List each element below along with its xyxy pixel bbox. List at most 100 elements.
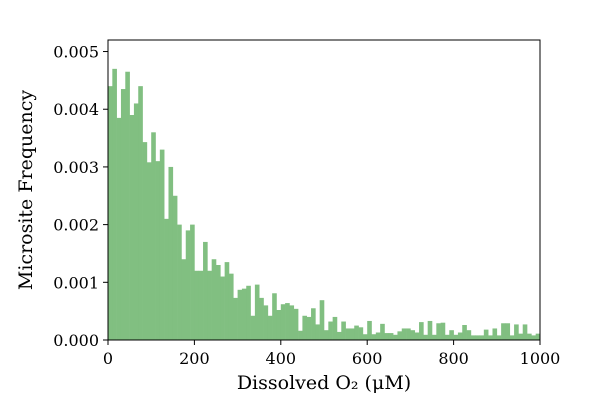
histogram-bar <box>293 308 299 340</box>
histogram-bar <box>194 270 200 340</box>
histogram-bar <box>159 149 165 340</box>
histogram-bar <box>138 86 143 341</box>
x-tick-label: 200 <box>179 349 210 368</box>
histogram-bar <box>254 284 260 340</box>
y-tick-label: 0.001 <box>53 273 99 292</box>
histogram-bar <box>172 195 178 340</box>
y-axis-ticks: 0.000 0.001 0.002 0.003 0.004 0.005 <box>53 43 108 350</box>
histogram-bar <box>263 305 269 340</box>
histogram-bar <box>155 161 161 340</box>
histogram-bar <box>483 329 489 340</box>
histogram-bar <box>410 330 416 340</box>
histogram-bar <box>211 259 217 340</box>
histogram-bars <box>108 68 541 341</box>
histogram-bar <box>341 321 346 340</box>
histogram-bar <box>457 332 463 340</box>
histogram-bar <box>142 142 148 340</box>
histogram-bar <box>375 332 381 340</box>
histogram-bar <box>509 335 515 340</box>
histogram-bar <box>414 332 420 340</box>
histogram-bar <box>466 330 472 340</box>
histogram-bar <box>384 333 390 340</box>
histogram-bar <box>388 333 394 340</box>
histogram-bar <box>108 86 113 341</box>
histogram-bar <box>380 323 385 340</box>
histogram-bar <box>336 331 342 340</box>
histogram-bar <box>324 330 329 340</box>
histogram-bar <box>241 288 247 340</box>
histogram-bar <box>470 335 476 340</box>
histogram-bar <box>354 325 359 340</box>
histogram-bar <box>190 224 195 340</box>
histogram-bar <box>436 323 441 340</box>
histogram-bar <box>358 327 364 340</box>
y-tick-label: 0.000 <box>53 331 99 350</box>
histogram-bar <box>432 334 437 340</box>
histogram-bar <box>319 300 325 340</box>
y-tick-label: 0.005 <box>53 43 99 62</box>
histogram-bar <box>496 335 502 340</box>
histogram-bar <box>444 334 450 340</box>
histogram-bar <box>371 334 377 340</box>
histogram-bar <box>479 335 485 340</box>
histogram-bar <box>332 316 338 340</box>
histogram-bar <box>250 315 256 340</box>
histogram-bar <box>289 305 295 340</box>
x-tick-label: 400 <box>266 349 297 368</box>
histogram-bar <box>120 89 126 341</box>
histogram-bar <box>401 328 407 340</box>
histogram-bar <box>488 335 493 340</box>
histogram-bar <box>514 324 519 340</box>
histogram-bar <box>272 293 277 340</box>
histogram-bar <box>177 224 182 340</box>
y-axis-label: Microsite Frequency <box>15 90 37 290</box>
histogram-bar <box>207 270 212 340</box>
histogram-bar <box>311 308 316 340</box>
histogram-bar <box>198 270 204 340</box>
histogram-bar <box>427 320 433 340</box>
x-axis-ticks: 0 200 400 600 800 1000 <box>103 340 560 368</box>
histogram-bar <box>228 273 234 340</box>
histogram-bar <box>220 276 225 340</box>
histogram-bar <box>185 230 191 340</box>
histogram-bar <box>181 259 187 340</box>
histogram-bar <box>527 333 532 340</box>
x-axis-label: Dissolved O₂ (μM) <box>237 372 411 394</box>
histogram-bar <box>146 162 152 340</box>
histogram-bar <box>259 297 264 340</box>
x-tick-label: 1000 <box>520 349 561 368</box>
histogram-bar <box>505 323 511 340</box>
histogram-bar <box>285 303 290 340</box>
histogram-bar <box>449 330 454 340</box>
histogram-bar <box>328 321 333 340</box>
y-tick-label: 0.004 <box>53 100 99 119</box>
histogram-bar <box>492 328 498 340</box>
histogram-bar <box>367 320 372 340</box>
histogram-bar <box>168 166 174 340</box>
histogram-bar <box>276 310 282 340</box>
histogram-bar <box>393 334 398 340</box>
histogram-bar <box>306 316 312 340</box>
histogram-bar <box>440 322 446 340</box>
histogram-bar <box>116 117 122 340</box>
histogram-bar <box>535 333 541 340</box>
histogram-bar <box>531 335 536 340</box>
histogram-bar <box>133 103 139 340</box>
histogram-bar <box>362 334 368 340</box>
histogram-bar <box>349 328 355 340</box>
histogram-bar <box>216 265 221 340</box>
histogram-bar <box>164 218 169 340</box>
histogram-bar <box>203 241 208 340</box>
histogram-bar <box>112 68 117 340</box>
histogram-bar <box>453 334 459 340</box>
histogram-bar <box>518 333 524 340</box>
histogram-bar <box>423 334 428 340</box>
x-tick-label: 600 <box>352 349 383 368</box>
histogram-bar <box>419 322 424 340</box>
histogram-bar <box>522 324 528 340</box>
x-tick-label: 800 <box>438 349 469 368</box>
histogram-bar <box>302 315 308 340</box>
histogram-bar <box>315 324 320 340</box>
histogram-bar <box>345 328 351 340</box>
